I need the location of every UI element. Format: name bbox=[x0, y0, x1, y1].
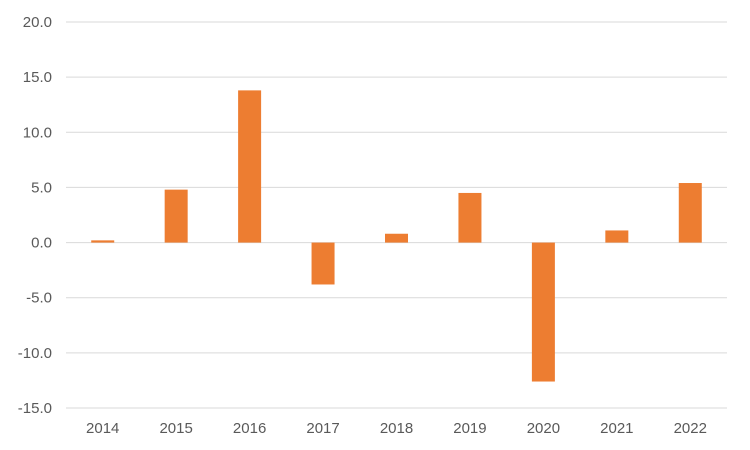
x-tick-label: 2015 bbox=[159, 420, 192, 437]
y-tick-label: 5.0 bbox=[31, 179, 52, 196]
bar-2021 bbox=[605, 230, 629, 243]
x-tick-label: 2016 bbox=[233, 420, 266, 437]
bar-2018 bbox=[385, 233, 408, 243]
y-tick-label: -15.0 bbox=[18, 400, 52, 417]
bar-2016 bbox=[238, 90, 262, 243]
y-tick-label: 0.0 bbox=[31, 235, 52, 252]
x-tick-label: 2022 bbox=[674, 420, 707, 437]
bar-2015 bbox=[164, 189, 188, 243]
x-axis-tick-labels: 2014 2015 2016 2017 2018 2019 2020 2021 2022 bbox=[86, 420, 707, 437]
y-tick-label: 15.0 bbox=[23, 69, 52, 86]
y-tick-label: -5.0 bbox=[26, 290, 52, 307]
y-axis-tick-labels: 20.0 15.0 10.0 5.0 0.0 -5.0 -10.0 -15.0 bbox=[18, 14, 52, 417]
bar-2014 bbox=[91, 240, 115, 243]
x-tick-label: 2021 bbox=[600, 420, 633, 437]
x-tick-label: 2017 bbox=[306, 420, 339, 437]
x-tick-label: 2020 bbox=[527, 420, 560, 437]
y-tick-label: 10.0 bbox=[23, 124, 52, 141]
y-tick-label: 20.0 bbox=[23, 14, 52, 31]
bar-2017 bbox=[311, 242, 335, 285]
bar-2020 bbox=[531, 242, 555, 382]
y-tick-label: -10.0 bbox=[18, 345, 52, 362]
x-tick-label: 2018 bbox=[380, 420, 413, 437]
x-tick-label: 2019 bbox=[453, 420, 486, 437]
bar-2022 bbox=[678, 183, 702, 243]
x-tick-label: 2014 bbox=[86, 420, 119, 437]
bars-layer bbox=[91, 90, 702, 382]
bar-2019 bbox=[458, 192, 482, 243]
